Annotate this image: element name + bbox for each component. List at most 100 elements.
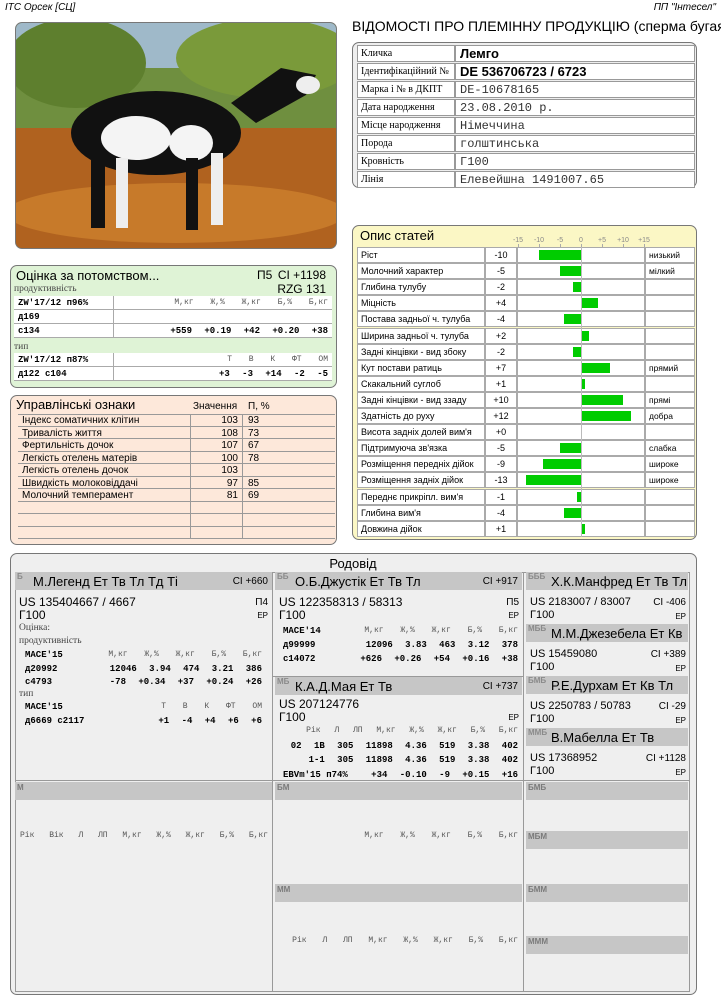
bar [581,362,611,373]
row-cell [645,488,695,505]
trait-name: Постава задньої ч. тулуба [361,314,471,325]
row-cell [485,279,517,296]
pedigree-code: БММ [528,885,548,894]
trait-name: Глибина тулубу [361,282,427,293]
tick-mark [581,244,582,247]
row-cell [485,504,517,521]
row-values: М,кг Ж,% Ж,кг Б,% Б,кг [364,626,518,635]
trait-value: 103 [221,415,238,426]
table-row [14,353,332,367]
row-label: д169 [18,312,40,322]
row-cell [485,247,517,264]
row-cell [357,247,485,264]
tick-mark [623,244,624,247]
cell [357,171,455,188]
animal-name: О.Б.Джустік Ет Тв Тл [295,574,421,589]
value-label: +1 [495,523,507,534]
trait-name: Висота задніх долей вим'я [361,427,472,438]
value-label: -1 [496,491,505,502]
bar [564,314,581,325]
trait-name: Переднє прикріпл. вим'я [361,491,464,502]
trait-name: Розміщення передніх дійок [361,459,474,470]
name-bar [15,782,272,800]
pedigree-code: М [17,783,24,792]
name-bar [526,676,688,694]
animal-id: US 17368952 [530,752,598,764]
row-cell [645,295,695,312]
bar [560,266,581,277]
trait-name: Задні кінцівки - вид збоку [361,346,467,357]
column-header: Рік Вік Л ЛП М,кг Ж,% Ж,кг Б,% Б,кг [20,831,269,840]
table-row [18,502,335,514]
field-label: Місце народження [361,120,441,131]
name-bar [526,782,688,800]
tick-label: +5 [598,237,606,244]
mark: EP [508,713,519,722]
rank: П5 [257,268,273,282]
row-values: +559 +0.19 +42 +0.20 +38 [170,326,328,336]
row-cell [645,424,695,441]
section-title: Оцінка за потомством... [16,268,160,283]
label: тип [19,689,34,699]
name-bar [275,884,522,902]
row-values: +626 +0.26 +54 +0.16 +38 [360,654,518,664]
row-cell [485,408,517,425]
cell [357,45,455,62]
row-cell [485,472,517,489]
photo-frame [15,22,337,249]
row-cell [357,488,485,505]
animal-name: К.А.Д.Мая Ет Тв [295,679,393,694]
row-cell [645,327,695,344]
row-cell [485,440,517,457]
divider [272,676,523,677]
trait-name: Задні кінцівки - вид ззаду [361,394,467,405]
animal-id: US 122358313 / 58313 [279,595,403,609]
row-label: MACE'14 [283,626,321,636]
document-title: ВІДОМОСТІ ПРО ПЛЕМІННУ ПРОДУКЦІЮ (сперма… [352,18,721,34]
row-values: +34 -0.10 -9 +0.15 +16 [371,769,518,780]
mark: EP [675,768,686,777]
bar [572,346,581,357]
row-cell [485,456,517,473]
trait-name: Розміщення задніх дійок [361,475,464,486]
section-title: Родовід [329,556,377,571]
label: Оцінка: [19,623,50,633]
bar [581,411,632,421]
pedigree-code: БМ [277,783,290,792]
blood: Г100 [279,608,306,622]
value-label: +2 [495,330,507,341]
table-row [18,427,335,439]
bar [581,394,623,405]
blood: Г100 [530,609,555,621]
row-cell [357,375,485,392]
value-label: +7 [495,362,507,373]
divider [113,353,114,367]
bar [581,378,586,389]
mark: EP [675,612,686,621]
row-cell [645,247,695,264]
trait-value: 81 [226,490,238,501]
name-bar [526,572,688,590]
value-label: -5 [496,443,505,454]
divider [113,324,114,338]
row-values: Т В К ФТ ОМ [227,355,328,364]
row-cell [357,520,485,537]
cell [455,45,695,62]
field-label: Дата народження [361,102,435,113]
row-cell [645,311,695,328]
divider [113,310,114,324]
row-cell [485,343,517,360]
row-values: Рік Л ЛП М,кг Ж,% Ж,кг Б,% Б,кг [306,726,518,735]
row-cell [645,263,695,280]
value-label: +0 [495,427,507,438]
trait-name: Ріст [361,250,378,260]
row-values: +3 -3 +14 -2 -5 [218,369,328,379]
bar [560,443,581,454]
column-header: Рік Л ЛП М,кг Ж,% Ж,кг Б,% Б,кг [292,936,518,945]
row-cell [485,263,517,280]
row-cell [485,520,517,537]
trait-name: Молочний характер [361,266,444,277]
row-values: -78 +0.34 +37 +0.24 +26 [109,677,262,687]
value-label: -2 [496,346,505,357]
